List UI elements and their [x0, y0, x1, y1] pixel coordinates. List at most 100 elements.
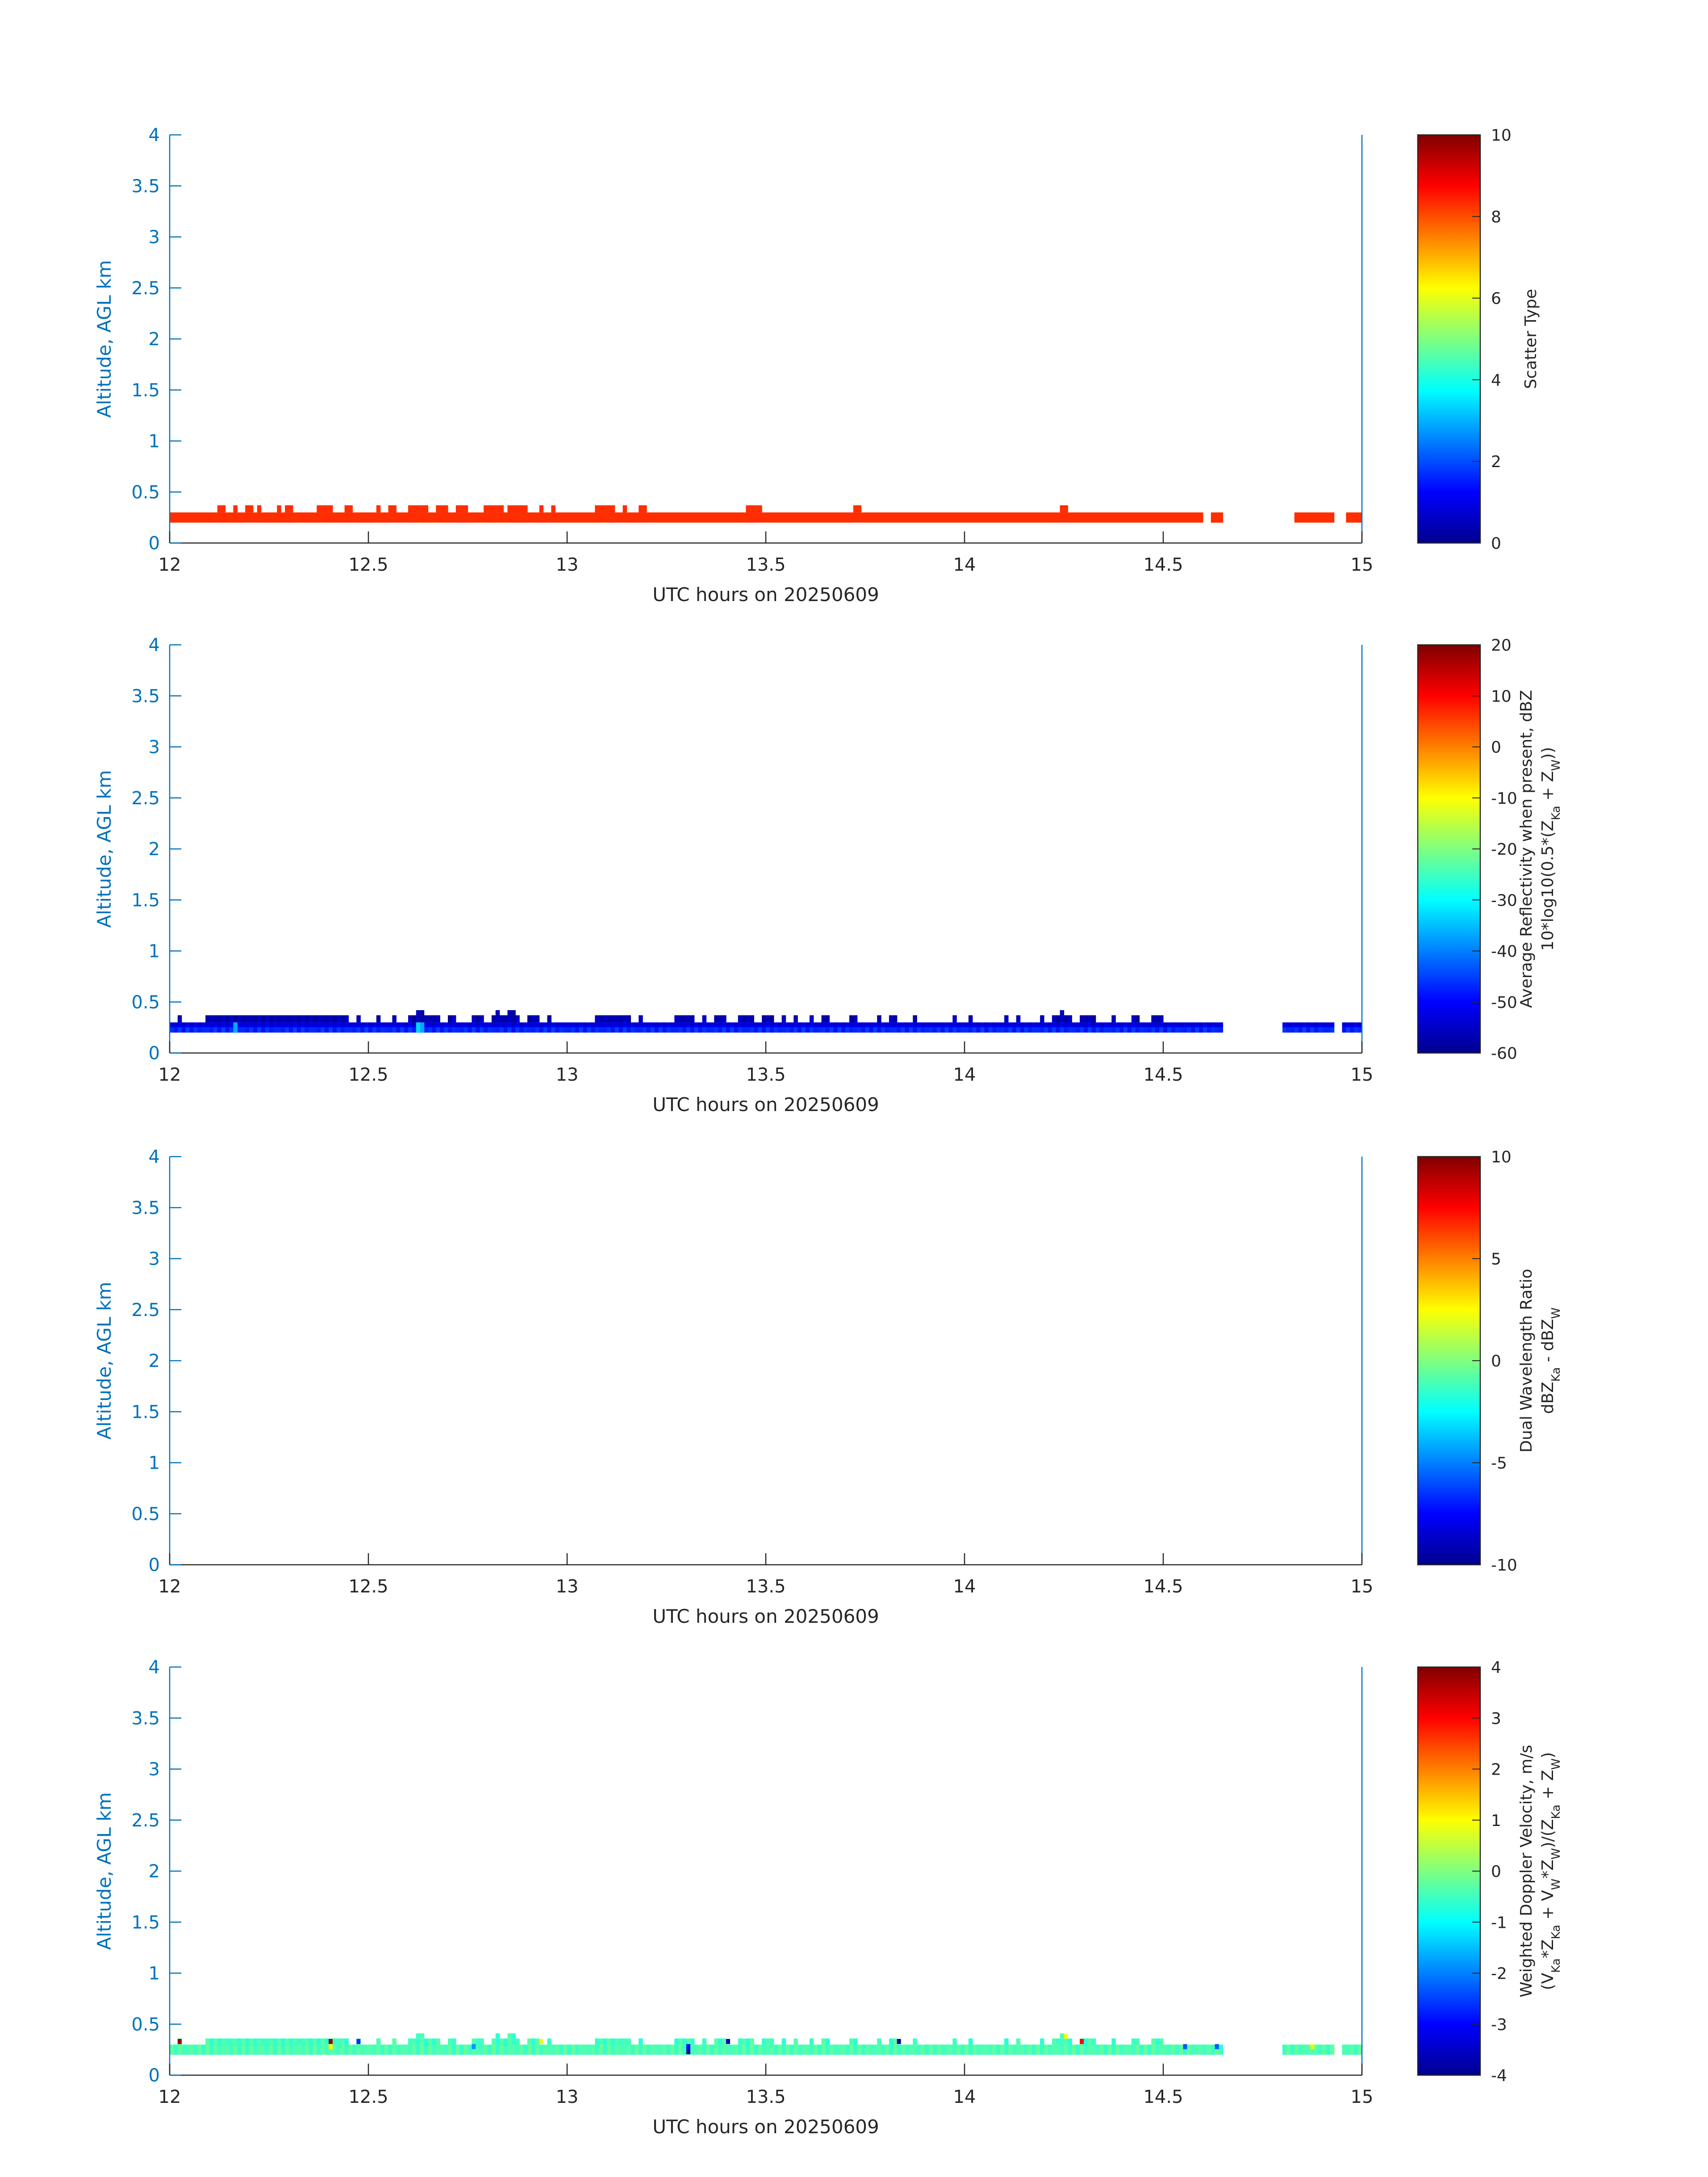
data-cell [750, 2038, 754, 2045]
data-cell [273, 1022, 277, 1028]
data-cell [766, 2038, 770, 2045]
data-cell [913, 2044, 917, 2055]
data-cell [682, 2044, 687, 2055]
data-cell [587, 2044, 591, 2055]
data-cell [1016, 2044, 1021, 2055]
data-cell [1358, 1022, 1362, 1028]
data-cell [1167, 2044, 1172, 2055]
data-cell [1072, 2044, 1076, 2055]
data-cell [1068, 2038, 1072, 2045]
data-cell [185, 512, 190, 523]
data-cell [626, 512, 631, 523]
data-cell [742, 1022, 747, 1028]
colorbar-scale [1417, 134, 1481, 544]
colorbar-label: 10*log10(0.5*(ZKa + ZW)) [1539, 747, 1563, 951]
data-cell [988, 512, 993, 523]
x-tick-label: 13 [556, 2087, 579, 2107]
data-cell [539, 1022, 544, 1028]
data-cell [173, 1027, 178, 1033]
data-cell [932, 2044, 937, 2055]
data-cell [1183, 2044, 1187, 2055]
colorbar-label: Scatter Type [1522, 289, 1540, 389]
data-cell [809, 2038, 814, 2045]
data-cell [380, 1027, 385, 1033]
data-cell [1060, 2044, 1065, 2055]
data-cell [809, 512, 814, 523]
data-cell [833, 1027, 838, 1033]
data-cell [368, 512, 373, 523]
data-cell [567, 512, 572, 523]
data-cell [380, 512, 385, 523]
y-tick-label: 0.5 [131, 2014, 160, 2035]
data-cell [555, 512, 560, 523]
data-cell [313, 1015, 317, 1023]
data-cell [678, 2038, 683, 2045]
data-cell [285, 2044, 289, 2055]
data-cell [459, 505, 464, 513]
data-cell [559, 1022, 564, 1028]
x-tick-label: 13 [556, 1576, 579, 1597]
data-cell [809, 1027, 814, 1033]
data-cell [380, 1022, 385, 1028]
data-cell [1032, 512, 1036, 523]
data-cell [1219, 512, 1224, 523]
data-cell [292, 2044, 297, 2055]
data-cell [229, 2038, 234, 2045]
data-cell [1215, 2044, 1219, 2049]
data-cell [265, 2038, 270, 2045]
data-cell [412, 2044, 417, 2055]
data-cell [257, 512, 262, 523]
data-cell [488, 1022, 492, 1028]
data-cell [277, 2038, 281, 2045]
y-tick-label: 3.5 [131, 1708, 160, 1729]
data-cell [1080, 1022, 1084, 1028]
data-cell [332, 1015, 337, 1023]
y-tick-label: 2 [149, 1861, 160, 1882]
data-cell [325, 505, 329, 513]
data-cell [853, 512, 858, 523]
data-cell [1080, 1015, 1084, 1023]
data-cell [976, 1027, 981, 1033]
data-cell [336, 2038, 341, 2045]
data-cell [980, 1027, 985, 1033]
data-cell [527, 512, 532, 523]
data-cell [511, 2033, 516, 2039]
data-cell [773, 1027, 778, 1033]
data-cell [519, 1022, 524, 1028]
data-cell [730, 512, 735, 523]
data-cell [861, 1022, 866, 1028]
data-cell [321, 2038, 325, 2045]
data-cell [424, 2038, 429, 2045]
data-cell [901, 512, 906, 523]
y-tick-label: 3 [149, 1249, 160, 1270]
data-cell [511, 512, 516, 523]
data-cell [766, 1027, 770, 1033]
data-cell [678, 2044, 683, 2055]
data-cell [507, 2033, 512, 2039]
data-cell [917, 2044, 921, 2055]
data-cell [718, 1027, 722, 1033]
data-cell [909, 2044, 913, 2055]
data-cell [686, 2038, 691, 2045]
data-cell [650, 1027, 655, 1033]
data-cell [873, 512, 877, 523]
data-cell [476, 2044, 480, 2055]
y-tick-label: 0 [149, 2065, 160, 2086]
colorbar-tick-label: 3 [1491, 1709, 1501, 1728]
data-cell [464, 1022, 468, 1028]
data-cell [376, 512, 381, 523]
data-cell [610, 1022, 615, 1028]
data-cell [1155, 1022, 1160, 1028]
data-cell [344, 1027, 349, 1033]
data-cell [762, 1015, 766, 1023]
data-cell [781, 1027, 786, 1033]
data-cell [682, 1022, 687, 1028]
data-cell [643, 512, 647, 523]
data-cell [1350, 2044, 1354, 2055]
data-cell [658, 2044, 663, 2055]
data-cell [392, 1022, 397, 1028]
data-cell [1016, 2038, 1021, 2045]
data-cell [332, 2038, 337, 2045]
